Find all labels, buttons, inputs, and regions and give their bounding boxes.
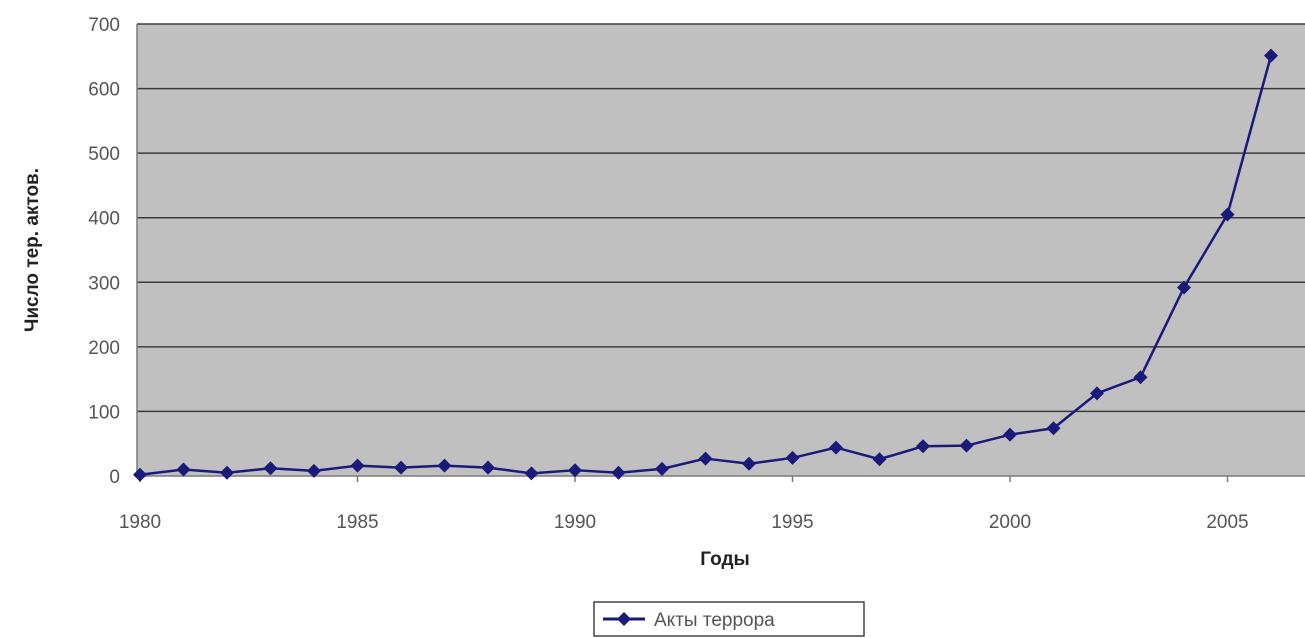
- data-point-1999: [959, 438, 974, 453]
- data-point-2000: [1003, 427, 1017, 442]
- y-tick-label-600: 600: [88, 80, 120, 101]
- gridlines: [137, 23, 1305, 413]
- y-axis-title: Число тер. актов.: [22, 168, 43, 332]
- x-tick-label-2000: 2000: [989, 512, 1031, 533]
- data-point-1992: [655, 461, 669, 476]
- data-point-1988: [481, 460, 495, 475]
- data-point-1990: [568, 463, 582, 478]
- data-point-1984: [307, 463, 321, 478]
- y-tick-label-100: 100: [88, 402, 120, 423]
- y-tick-label-300: 300: [88, 273, 120, 294]
- series-layer: [133, 48, 1278, 482]
- x-axis-ticks: 1980 1985 1990 1995 2000 2005: [119, 476, 1249, 533]
- data-point-1985: [350, 458, 365, 473]
- data-point-2006: [1264, 48, 1278, 63]
- data-point-1989: [524, 466, 539, 481]
- data-point-1994: [742, 456, 756, 471]
- legend-marker: [617, 612, 631, 626]
- y-tick-label-400: 400: [88, 209, 120, 230]
- data-point-1983: [263, 461, 278, 476]
- legend: Акты террора: [593, 601, 865, 637]
- data-point-1981: [176, 462, 191, 477]
- x-tick-label-1990: 1990: [554, 512, 596, 533]
- data-point-1986: [394, 460, 408, 475]
- legend-label: Акты террора: [654, 610, 775, 631]
- x-tick-label-1980: 1980: [119, 512, 161, 533]
- data-point-2002: [1090, 386, 1104, 401]
- data-point-1995: [785, 450, 800, 465]
- data-point-2005: [1220, 207, 1235, 222]
- data-point-1982: [220, 465, 234, 480]
- data-point-1991: [611, 465, 626, 480]
- data-point-2004: [1177, 280, 1191, 295]
- x-tick-label-1985: 1985: [336, 512, 378, 533]
- data-point-1997: [872, 452, 887, 467]
- x-axis-title: Годы: [700, 549, 749, 570]
- x-tick-label-2005: 2005: [1206, 512, 1248, 533]
- data-point-1980: [133, 467, 147, 482]
- y-tick-label-500: 500: [88, 144, 120, 165]
- data-point-1996: [829, 440, 843, 455]
- y-tick-label-200: 200: [88, 338, 120, 359]
- y-tick-label-700: 700: [88, 15, 120, 36]
- data-point-2001: [1046, 421, 1061, 436]
- x-tick-label-1995: 1995: [771, 512, 813, 533]
- data-point-1993: [698, 451, 713, 466]
- y-tick-label-0: 0: [109, 467, 120, 488]
- data-point-2003: [1133, 370, 1148, 385]
- data-point-1998: [916, 439, 930, 454]
- y-axis-ticks: 0 100 200 300 400 500 600 700: [88, 15, 120, 488]
- plot-area: [137, 24, 1305, 476]
- data-point-1987: [437, 458, 452, 473]
